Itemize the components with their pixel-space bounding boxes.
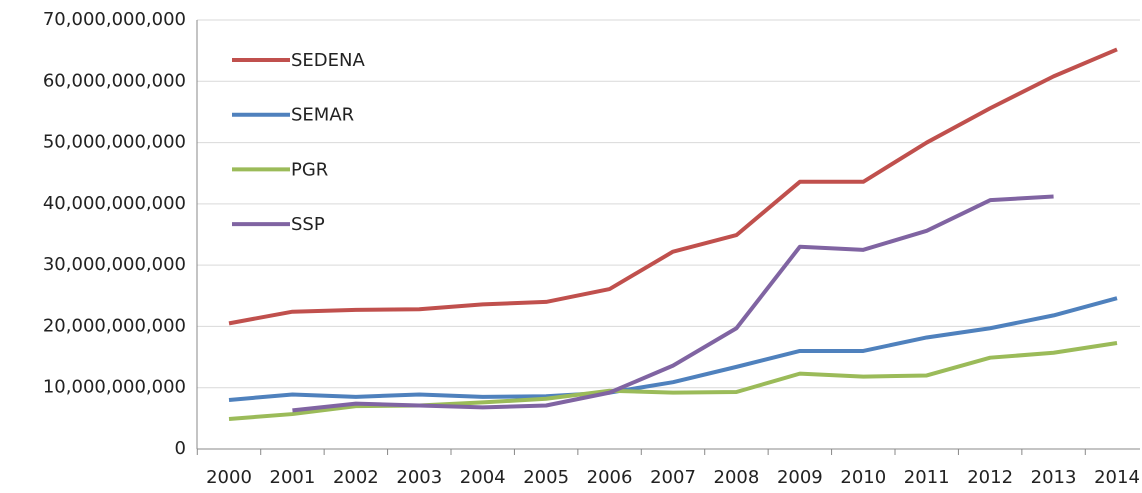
legend-label: SEMAR (291, 105, 354, 126)
x-tick-label: 2004 (460, 467, 506, 488)
x-tick-label: 2006 (587, 467, 633, 488)
y-tick-label: 50,000,000,000 (43, 132, 186, 153)
y-tick-label: 10,000,000,000 (43, 377, 186, 398)
x-tick-label: 2007 (650, 467, 696, 488)
x-tick-label: 2002 (333, 467, 379, 488)
x-tick-label: 2003 (396, 467, 442, 488)
series-line (228, 296, 1118, 402)
y-tick-label: 60,000,000,000 (43, 70, 186, 91)
y-tick-label: 20,000,000,000 (43, 315, 186, 336)
legend-label: PGR (291, 159, 328, 180)
x-tick-label: 2009 (777, 467, 823, 488)
x-tick-label: 2008 (714, 467, 760, 488)
x-tick-label: 2011 (904, 467, 950, 488)
x-tick-label: 2000 (206, 467, 252, 488)
x-tick-label: 2014 (1094, 467, 1140, 488)
x-tick-label: 2013 (1031, 467, 1077, 488)
legend-label: SEDENA (291, 50, 365, 71)
y-tick-label: 0 (175, 438, 186, 459)
x-tick-label: 2005 (523, 467, 569, 488)
y-tick-label: 70,000,000,000 (43, 9, 186, 30)
y-tick-label: 40,000,000,000 (43, 193, 186, 214)
x-tick-label: 2001 (270, 467, 316, 488)
series-line (292, 194, 1054, 413)
x-tick-label: 2010 (840, 467, 886, 488)
series-line (228, 47, 1118, 326)
y-tick-label: 30,000,000,000 (43, 254, 186, 275)
x-tick-label: 2012 (967, 467, 1013, 488)
legend-label: SSP (291, 214, 325, 235)
